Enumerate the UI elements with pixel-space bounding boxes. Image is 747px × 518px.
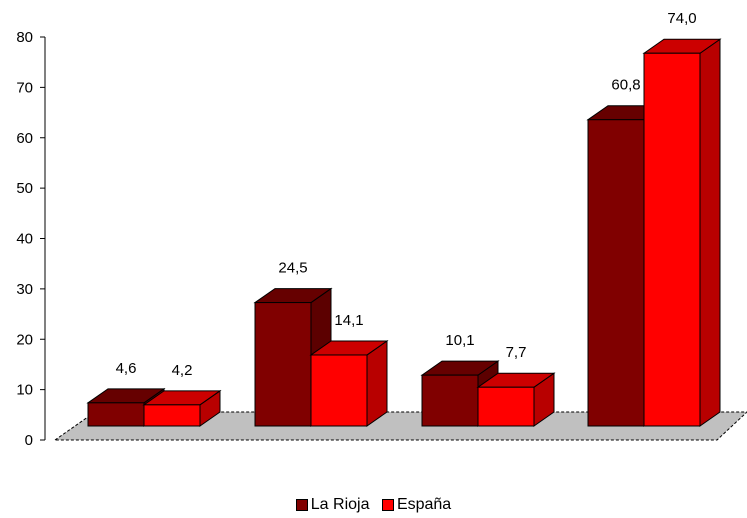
legend-item-la-rioja: La Rioja <box>295 496 370 514</box>
data-labels: 4,6 4,2 24,5 14,1 10,1 7,7 60,8 74,0 <box>116 10 697 379</box>
bar-side <box>366 340 388 427</box>
bar <box>476 372 556 427</box>
bar-front <box>587 119 645 427</box>
legend-label-la-rioja: La Rioja <box>310 496 370 513</box>
bars <box>86 38 722 427</box>
legend-swatch-espana <box>381 499 394 511</box>
y-tick-label: 30 <box>16 281 33 298</box>
data-label: 14,1 <box>334 312 363 329</box>
y-tick-label: 0 <box>25 432 33 449</box>
legend-label-espana: España <box>396 496 452 513</box>
y-tick-label: 70 <box>16 79 33 96</box>
bar-front <box>643 52 701 427</box>
y-tick-label: 20 <box>16 331 33 348</box>
bar <box>642 38 722 427</box>
y-tick-label: 60 <box>16 130 33 147</box>
y-tick-label: 50 <box>16 180 33 197</box>
data-label: 24,5 <box>278 260 307 277</box>
y-tick-label: 40 <box>16 231 33 248</box>
bar-front <box>87 402 145 427</box>
y-axis: 0 10 20 30 40 50 60 70 80 <box>16 29 46 449</box>
legend-item-espana: España <box>381 496 452 514</box>
data-label: 7,7 <box>506 344 527 361</box>
floor-plane <box>53 411 747 441</box>
bar-front <box>254 302 312 427</box>
bar <box>142 389 222 427</box>
data-label: 4,6 <box>116 360 137 377</box>
chart-floor <box>53 411 747 441</box>
bar-front <box>477 386 535 427</box>
bar-front <box>421 374 479 427</box>
bar-front <box>143 404 201 427</box>
bar-side <box>699 38 721 427</box>
data-label: 60,8 <box>611 77 640 94</box>
legend: La Rioja España <box>0 496 747 516</box>
data-label: 10,1 <box>445 332 474 349</box>
y-tick-label: 80 <box>16 29 33 46</box>
bar <box>309 340 389 427</box>
data-label: 74,0 <box>667 10 696 27</box>
legend-swatch-la-rioja <box>295 499 308 511</box>
bar-front <box>310 354 368 427</box>
y-tick-label: 10 <box>16 382 33 399</box>
data-label: 4,2 <box>172 362 193 379</box>
